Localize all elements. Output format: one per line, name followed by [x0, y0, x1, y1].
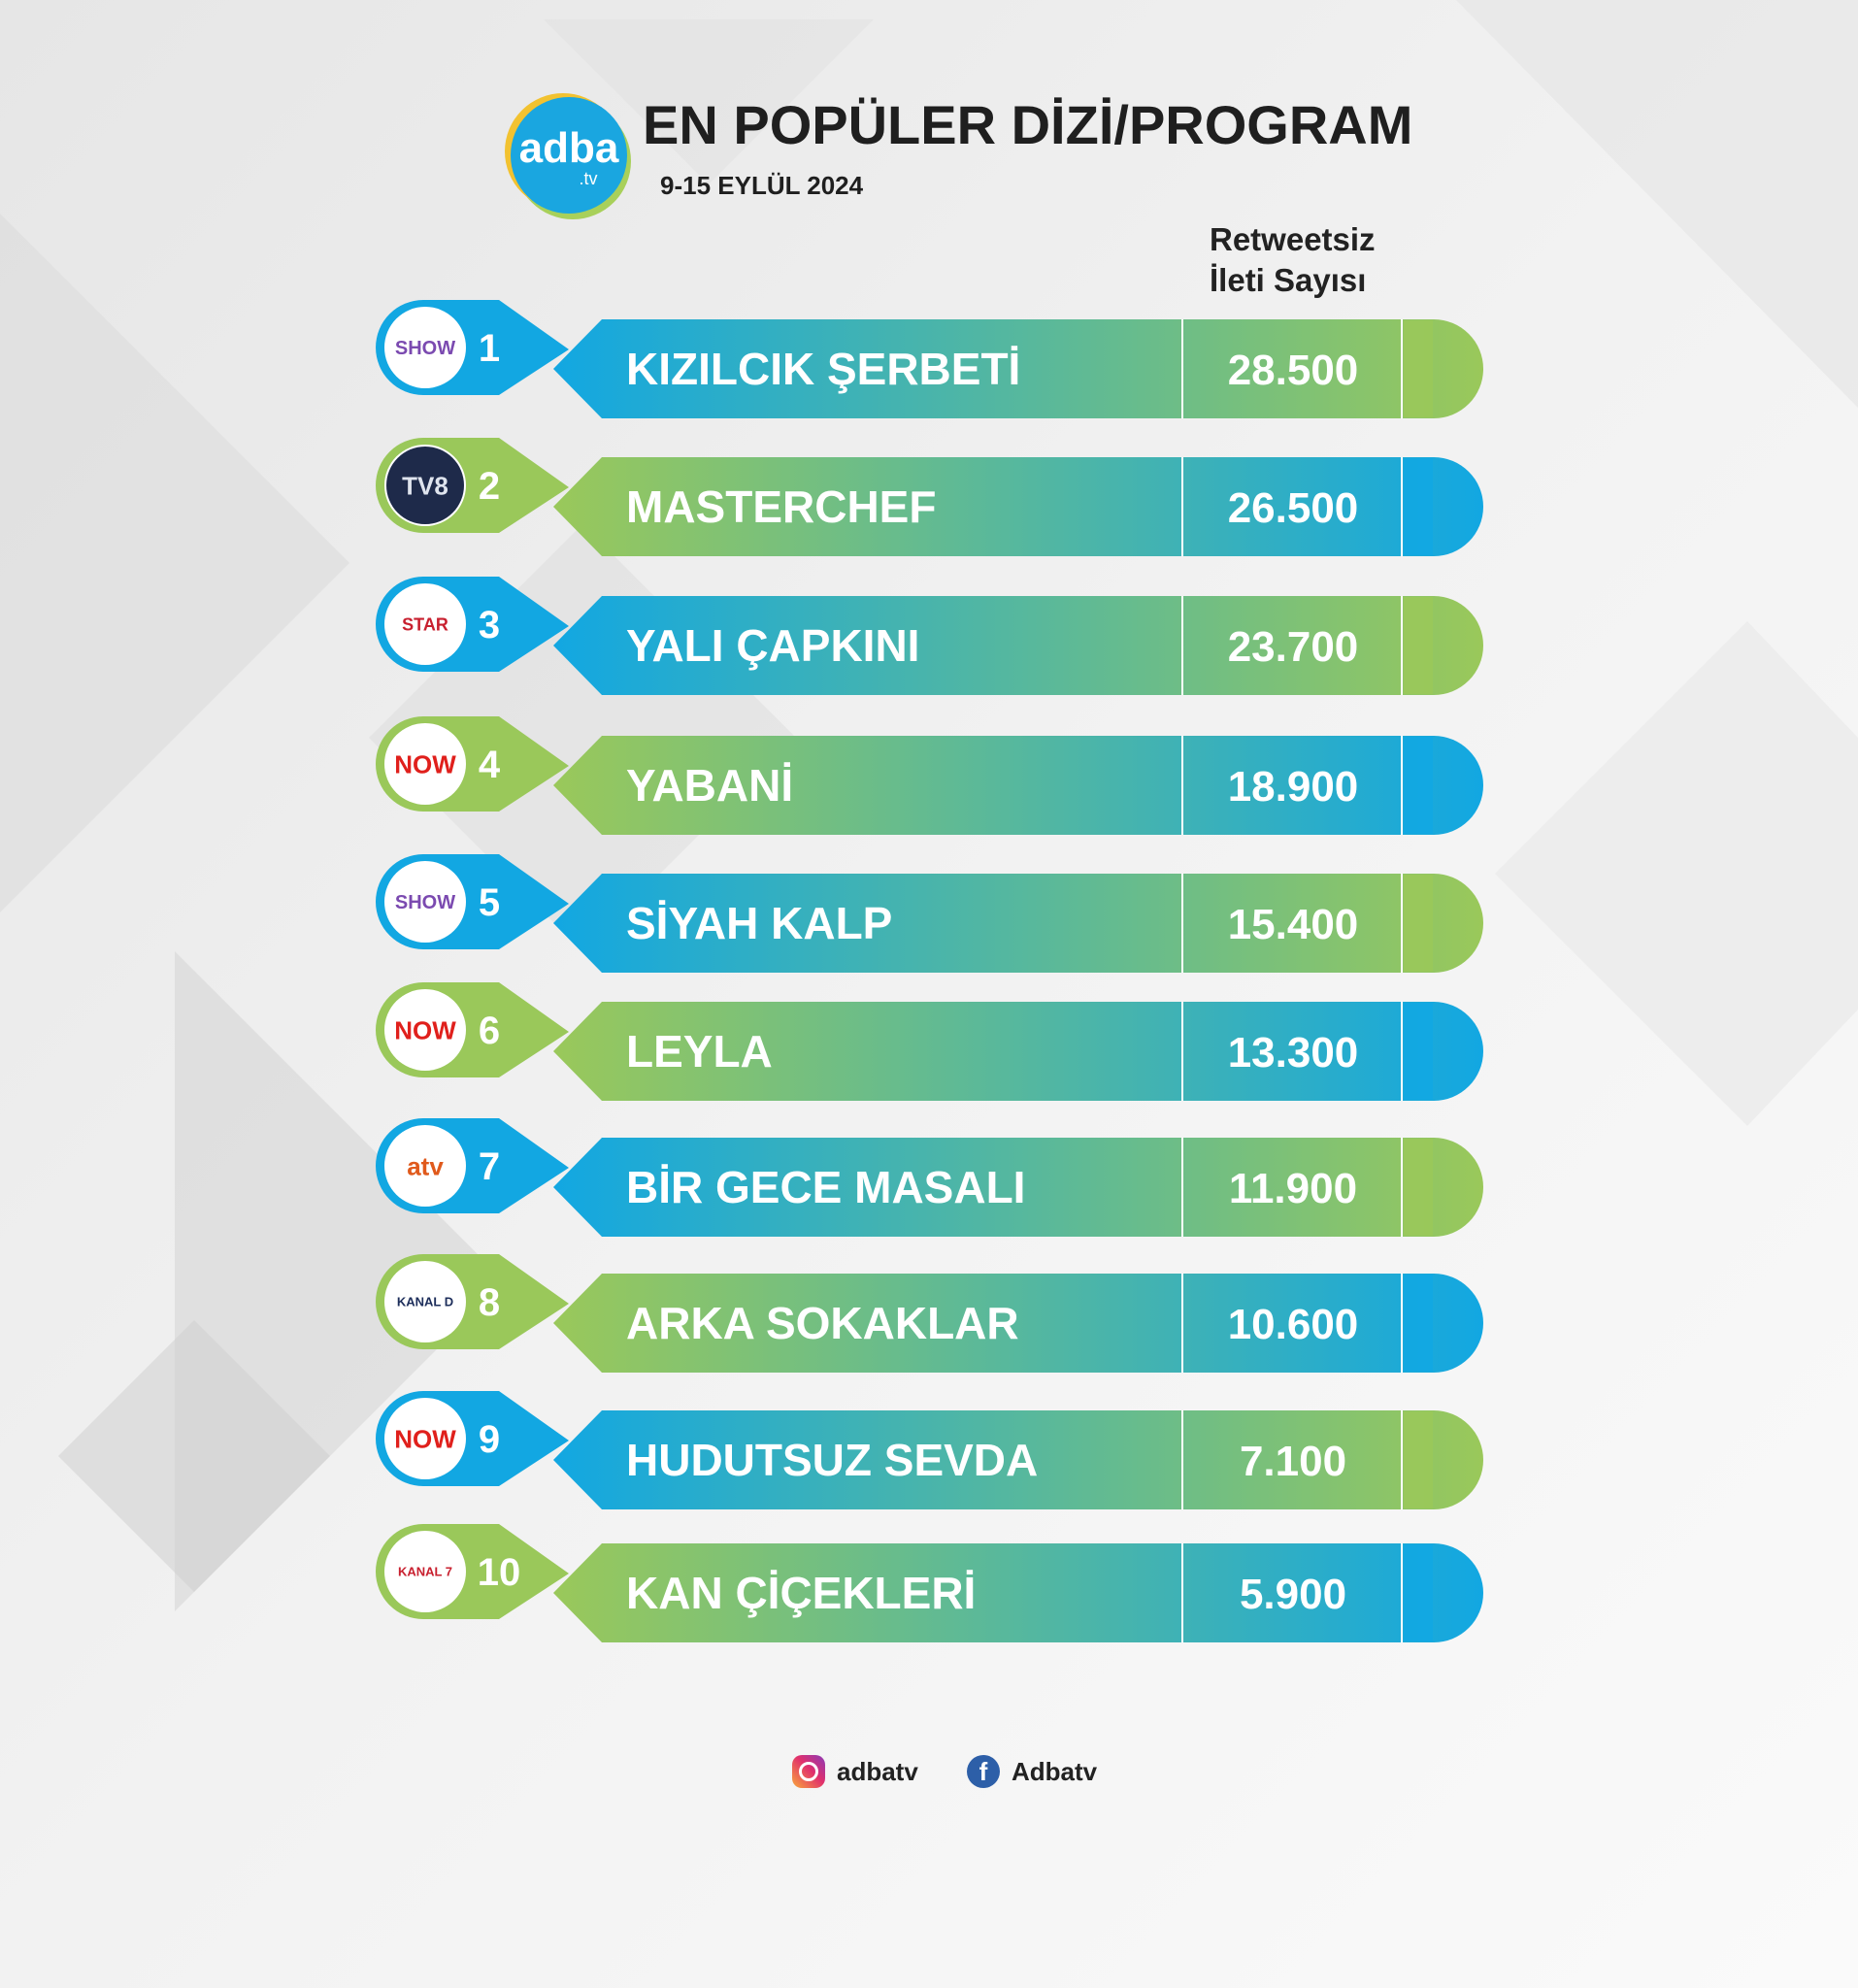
message-count-value: 5.900: [1240, 1571, 1346, 1618]
facebook-icon: f: [967, 1755, 1000, 1788]
rank-number: 5: [479, 881, 500, 924]
rank-number: 10: [478, 1551, 521, 1594]
message-count-value: 7.100: [1240, 1438, 1346, 1485]
program-name: BİR GECE MASALI: [626, 1162, 1025, 1212]
program-name: SİYAH KALP: [626, 898, 892, 948]
channel-logo-text: NOW: [394, 1424, 456, 1453]
row-bar: [553, 1543, 1483, 1642]
logo-tld: .tv: [579, 169, 598, 188]
channel-logo-text: NOW: [394, 1015, 456, 1044]
row-bar: [553, 319, 1483, 418]
kanal-d-icon: KANAL D: [384, 1261, 466, 1342]
rank-number: 8: [479, 1281, 500, 1324]
value-column-header-line2: İleti Sayısı: [1210, 262, 1367, 298]
program-name: ARKA SOKAKLAR: [626, 1298, 1019, 1348]
table-row: NOW 4 YABANİ 18.900: [376, 716, 1483, 835]
kanal-7-icon: KANAL 7: [384, 1531, 466, 1612]
message-count-value: 26.500: [1228, 484, 1359, 532]
table-row: SHOW 5 SİYAH KALP 15.400: [376, 854, 1483, 973]
row-tail: [1404, 1003, 1433, 1100]
row-bar: [553, 1410, 1483, 1509]
program-name: LEYLA: [626, 1026, 773, 1077]
row-tail: [1404, 1544, 1433, 1641]
row-tail: [1404, 1411, 1433, 1508]
now-tv-icon: NOW: [384, 989, 466, 1071]
table-row: SHOW 1 KIZILCIK ŞERBETİ 28.500: [376, 300, 1483, 418]
instagram-link[interactable]: adbatv: [792, 1755, 918, 1788]
table-row: TV8 2 MASTERCHEF 26.500: [376, 438, 1483, 556]
program-name: HUDUTSUZ SEVDA: [626, 1435, 1038, 1485]
rank-number: 1: [479, 327, 500, 370]
table-row: NOW 6 LEYLA 13.300: [376, 982, 1483, 1101]
now-tv-icon: NOW: [384, 1398, 466, 1479]
row-bar: [553, 736, 1483, 835]
show-tv-icon: SHOW: [384, 861, 466, 943]
rank-number: 2: [479, 465, 500, 508]
program-name: YALI ÇAPKINI: [626, 620, 919, 671]
page-title: EN POPÜLER DİZİ/PROGRAM: [643, 94, 1413, 155]
row-tail: [1404, 1139, 1433, 1236]
now-tv-icon: NOW: [384, 723, 466, 805]
instagram-handle: adbatv: [837, 1756, 918, 1786]
channel-logo-text: SHOW: [395, 892, 455, 913]
message-count-value: 23.700: [1228, 623, 1359, 671]
rank-number: 6: [479, 1010, 500, 1052]
channel-logo-text: KANAL D: [397, 1295, 453, 1309]
atv-icon: atv: [384, 1125, 466, 1207]
table-row: KANAL D 8 ARKA SOKAKLAR 10.600: [376, 1254, 1483, 1373]
row-bar: [553, 1002, 1483, 1101]
row-bar: [553, 457, 1483, 556]
logo-name: adba: [518, 124, 619, 172]
rank-number: 7: [479, 1145, 500, 1188]
table-row: atv 7 BİR GECE MASALI 11.900: [376, 1118, 1483, 1237]
show-tv-icon: SHOW: [384, 307, 466, 388]
channel-logo-text: STAR: [402, 614, 448, 634]
channel-logo-text: KANAL 7: [398, 1565, 452, 1579]
rank-number: 4: [479, 744, 501, 786]
channel-logo-text: TV8: [402, 471, 448, 500]
row-tail: [1404, 320, 1433, 417]
value-column-header-line1: Retweetsiz: [1210, 221, 1376, 257]
program-name: MASTERCHEF: [626, 481, 936, 532]
row-bar: [553, 874, 1483, 973]
message-count-value: 13.300: [1228, 1029, 1359, 1077]
row-tail: [1404, 737, 1433, 834]
message-count-value: 18.900: [1228, 763, 1359, 811]
program-name: KAN ÇİÇEKLERİ: [626, 1568, 976, 1618]
adba-logo: adba .tv: [511, 97, 627, 214]
message-count-value: 10.600: [1228, 1301, 1359, 1348]
program-name: YABANİ: [626, 760, 793, 811]
table-row: NOW 9 HUDUTSUZ SEVDA 7.100: [376, 1391, 1483, 1509]
rank-number: 9: [479, 1418, 500, 1461]
row-tail: [1404, 875, 1433, 972]
message-count-value: 15.400: [1228, 901, 1359, 948]
rank-number: 3: [479, 604, 500, 646]
page-subtitle: 9-15 EYLÜL 2024: [660, 171, 864, 200]
facebook-link[interactable]: f Adbatv: [967, 1755, 1097, 1788]
facebook-handle: Adbatv: [1012, 1756, 1098, 1786]
row-tail: [1404, 597, 1433, 694]
row-bar: [553, 596, 1483, 695]
row-tail: [1404, 458, 1433, 555]
tv8-icon: TV8: [384, 445, 466, 526]
channel-logo-text: NOW: [394, 749, 456, 779]
table-row: KANAL 7 10 KAN ÇİÇEKLERİ 5.900: [376, 1524, 1483, 1642]
table-row: STAR 3 YALI ÇAPKINI 23.700: [376, 577, 1483, 695]
instagram-icon: [792, 1755, 825, 1788]
message-count-value: 11.900: [1229, 1165, 1357, 1212]
row-bar: [553, 1138, 1483, 1237]
row-tail: [1404, 1275, 1433, 1372]
value-column-header: Retweetsiz İleti Sayısı: [1210, 219, 1376, 301]
row-bar: [553, 1274, 1483, 1373]
channel-logo-text: atv: [407, 1151, 444, 1180]
star-tv-icon: STAR: [384, 583, 466, 665]
message-count-value: 28.500: [1228, 347, 1359, 394]
program-name: KIZILCIK ŞERBETİ: [626, 344, 1020, 394]
channel-logo-text: SHOW: [395, 338, 455, 359]
